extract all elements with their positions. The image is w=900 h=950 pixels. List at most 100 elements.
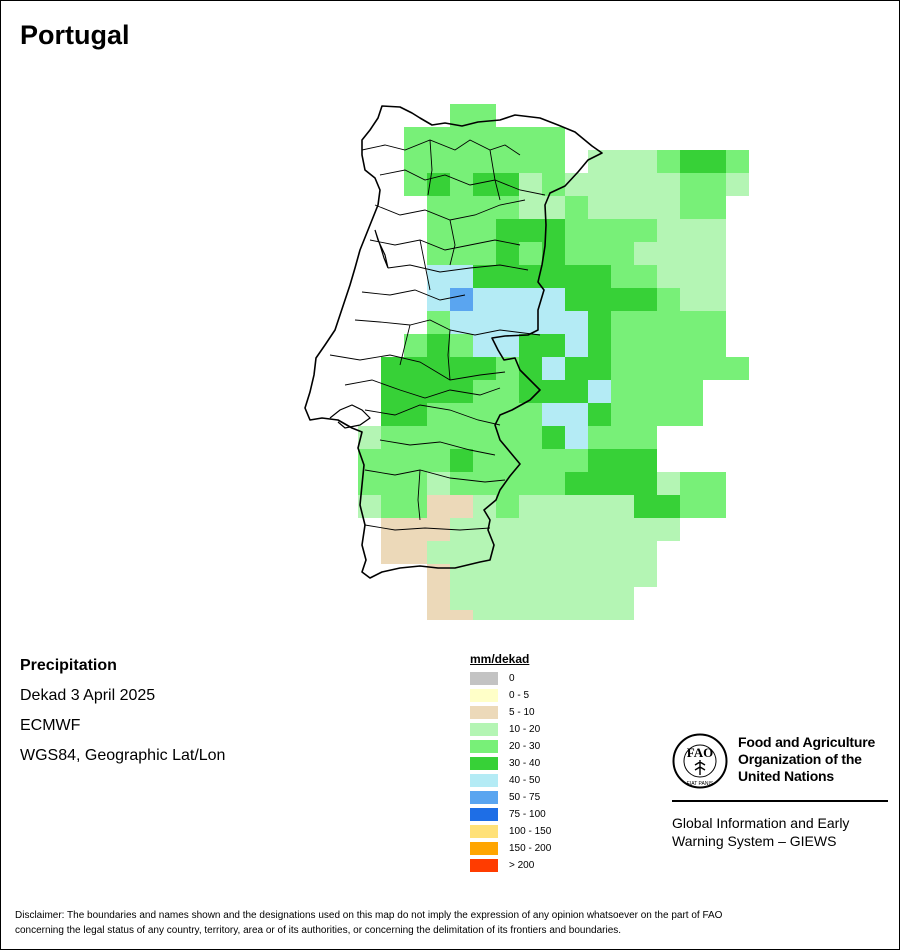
grid-cell — [473, 472, 496, 495]
legend-label: 20 - 30 — [509, 741, 541, 752]
grid-cell — [565, 242, 588, 265]
grid-cell — [473, 610, 496, 620]
grid-cell — [542, 173, 565, 196]
grid-cell — [703, 288, 726, 311]
grid-cell — [588, 380, 611, 403]
grid-cell — [473, 242, 496, 265]
legend-swatch — [470, 706, 498, 719]
grid-cell — [634, 426, 657, 449]
legend-swatch — [470, 808, 498, 821]
grid-cell — [473, 173, 496, 196]
grid-cell — [680, 472, 703, 495]
grid-cell — [542, 288, 565, 311]
legend-item: 10 - 20 — [470, 721, 551, 738]
grid-cell — [680, 357, 703, 380]
grid-cell — [657, 219, 680, 242]
legend-label: 10 - 20 — [509, 724, 541, 735]
grid-cell — [404, 334, 427, 357]
grid-cell — [496, 150, 519, 173]
grid-cell — [496, 311, 519, 334]
grid-cell — [611, 150, 634, 173]
grid-cell — [542, 495, 565, 518]
grid-cell — [496, 196, 519, 219]
grid-cell — [542, 564, 565, 587]
grid-cell — [473, 357, 496, 380]
grid-cell — [588, 610, 611, 620]
grid-cell — [542, 127, 565, 150]
grid-cell — [496, 610, 519, 620]
grid-cell — [611, 403, 634, 426]
grid-cell — [703, 242, 726, 265]
grid-cell — [588, 426, 611, 449]
precipitation-grid — [358, 104, 749, 620]
grid-cell — [680, 242, 703, 265]
legend-item: 20 - 30 — [470, 738, 551, 755]
grid-cell — [726, 173, 749, 196]
grid-cell — [450, 472, 473, 495]
grid-cell — [496, 518, 519, 541]
grid-cell — [496, 265, 519, 288]
grid-cell — [519, 265, 542, 288]
grid-cell — [473, 265, 496, 288]
grid-cell — [542, 403, 565, 426]
grid-cell — [473, 311, 496, 334]
grid-cell — [519, 173, 542, 196]
grid-cell — [657, 334, 680, 357]
period-label: Dekad 3 April 2025 — [20, 687, 156, 704]
grid-cell — [473, 495, 496, 518]
grid-cell — [427, 334, 450, 357]
grid-cell — [404, 127, 427, 150]
grid-cell — [496, 173, 519, 196]
grid-cell — [427, 518, 450, 541]
grid-cell — [519, 196, 542, 219]
grid-cell — [404, 357, 427, 380]
page-title: Portugal — [20, 20, 130, 50]
grid-cell — [703, 150, 726, 173]
grid-cell — [519, 357, 542, 380]
grid-cell — [381, 541, 404, 564]
legend-label: 40 - 50 — [509, 775, 541, 786]
grid-cell — [473, 334, 496, 357]
grid-cell — [680, 173, 703, 196]
grid-cell — [404, 472, 427, 495]
fao-name: Food and Agriculture Organization of the… — [738, 734, 876, 784]
grid-cell — [473, 104, 496, 127]
grid-cell — [450, 564, 473, 587]
grid-cell — [519, 426, 542, 449]
grid-cell — [450, 265, 473, 288]
grid-cell — [680, 311, 703, 334]
grid-cell — [588, 265, 611, 288]
grid-cell — [404, 150, 427, 173]
grid-cell — [611, 541, 634, 564]
grid-cell — [496, 472, 519, 495]
map-info: Precipitation Dekad 3 April 2025 ECMWF W… — [20, 656, 225, 776]
grid-cell — [634, 150, 657, 173]
grid-cell — [634, 265, 657, 288]
grid-cell — [519, 564, 542, 587]
grid-cell — [542, 242, 565, 265]
grid-cell — [680, 196, 703, 219]
grid-cell — [542, 426, 565, 449]
grid-cell — [657, 357, 680, 380]
grid-cell — [519, 288, 542, 311]
grid-cell — [611, 357, 634, 380]
grid-cell — [427, 472, 450, 495]
grid-cell — [634, 196, 657, 219]
grid-cell — [519, 495, 542, 518]
grid-cell — [519, 242, 542, 265]
grid-cell — [611, 564, 634, 587]
grid-cell — [358, 426, 381, 449]
grid-cell — [634, 518, 657, 541]
grid-cell — [496, 127, 519, 150]
grid-cell — [588, 587, 611, 610]
legend-swatch — [470, 774, 498, 787]
grid-cell — [565, 403, 588, 426]
grid-cell — [588, 518, 611, 541]
legend-label: 50 - 75 — [509, 792, 541, 803]
grid-cell — [565, 196, 588, 219]
grid-cell — [588, 311, 611, 334]
grid-cell — [588, 541, 611, 564]
grid-cell — [565, 219, 588, 242]
grid-cell — [565, 564, 588, 587]
grid-cell — [657, 495, 680, 518]
